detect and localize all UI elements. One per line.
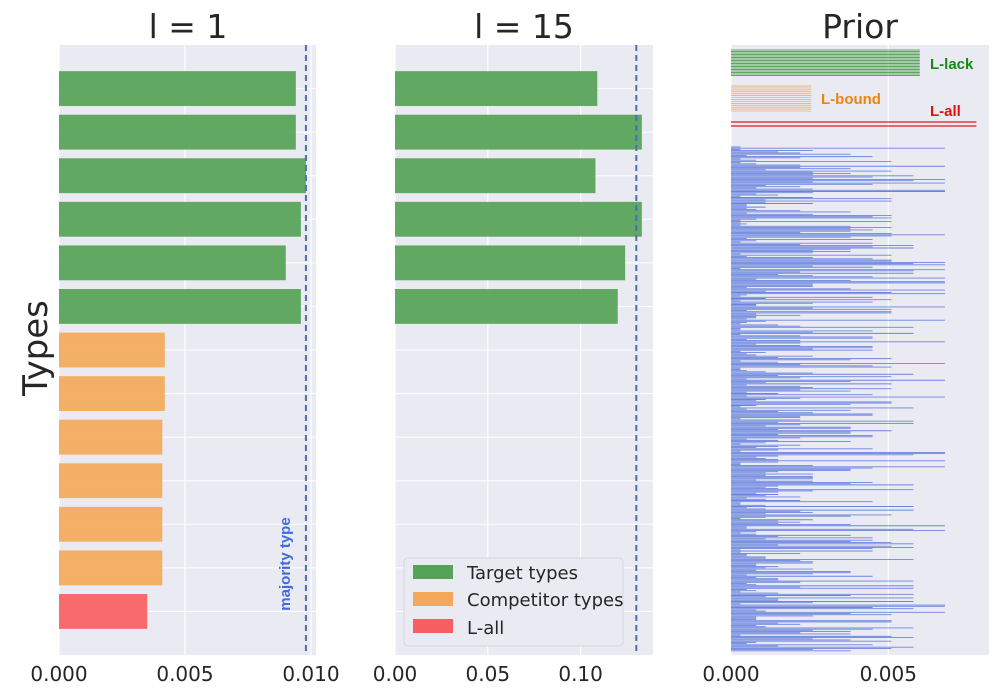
xtick-label-0: 0.000 <box>30 662 87 686</box>
bar-competitor-10 <box>59 506 163 542</box>
legend-swatch-lall <box>413 619 453 633</box>
panel-l15-title: l = 15 <box>474 7 574 46</box>
xtick-label-1: 0.05 <box>466 662 511 686</box>
bar-competitor-8 <box>59 419 163 455</box>
legend-box <box>403 557 624 647</box>
bar-competitor-6 <box>59 332 165 368</box>
xtick-label-2: 0.010 <box>282 662 339 686</box>
bar-target-3 <box>395 201 642 237</box>
bar-target-0 <box>395 71 598 106</box>
xtick-label-1: 0.005 <box>156 662 213 686</box>
legend-label-target: Target types <box>466 563 578 584</box>
bar-target-2 <box>59 158 306 194</box>
legend-label-competitor: Competitor types <box>467 590 623 611</box>
bar-target-3 <box>59 201 301 237</box>
y-axis-label: Types <box>16 300 56 397</box>
l-bound-label: L-bound <box>821 91 881 108</box>
panel-prior-xticks: 0.000 0.005 <box>702 662 917 686</box>
panel-l15-bars <box>395 45 642 655</box>
bar-target-0 <box>59 71 296 106</box>
l-all-label: L-all <box>930 103 961 120</box>
panel-l15-xticks: 0.00 0.05 0.10 <box>373 662 603 686</box>
panel-l1-bars <box>59 45 307 655</box>
bar-target-5 <box>59 289 301 324</box>
l-lack-label: L-lack <box>930 56 974 73</box>
panel-prior: Prior L-lack L-bound L-all 0.000 0.005 <box>702 7 989 686</box>
legend-swatch-target <box>413 565 453 579</box>
panel-l1-xticks: 0.000 0.005 0.010 <box>30 662 339 686</box>
bar-target-1 <box>59 114 296 150</box>
panel-prior-bars <box>731 49 977 652</box>
panel-l15: l = 15 0.00 0.05 0.10 Target types Competi… <box>373 7 653 686</box>
xtick-label-0: 0.00 <box>373 662 418 686</box>
bar-target-4 <box>395 245 626 281</box>
panel-l1-title: l = 1 <box>149 7 228 46</box>
bar-lall-12 <box>59 594 148 629</box>
bar-competitor-7 <box>59 376 165 411</box>
bar-target-5 <box>395 289 618 324</box>
panel-l1: l = 1 Types majority type 0.000 0.005 0.01… <box>16 7 340 686</box>
legend: Target types Competitor types L-all <box>403 557 624 647</box>
bar-competitor-11 <box>59 550 163 586</box>
bar-target-1 <box>395 114 642 150</box>
xtick-label-0: 0.000 <box>702 662 759 686</box>
bar-target-4 <box>59 245 286 281</box>
xtick-label-2: 0.10 <box>558 662 603 686</box>
legend-swatch-competitor <box>413 592 453 606</box>
xtick-label-1: 0.005 <box>860 662 917 686</box>
panel-prior-title: Prior <box>822 7 898 46</box>
bar-competitor-9 <box>59 463 163 499</box>
bar-target-2 <box>395 158 596 194</box>
legend-label-lall: L-all <box>467 618 504 639</box>
majority-type-label: majority type <box>277 517 294 610</box>
